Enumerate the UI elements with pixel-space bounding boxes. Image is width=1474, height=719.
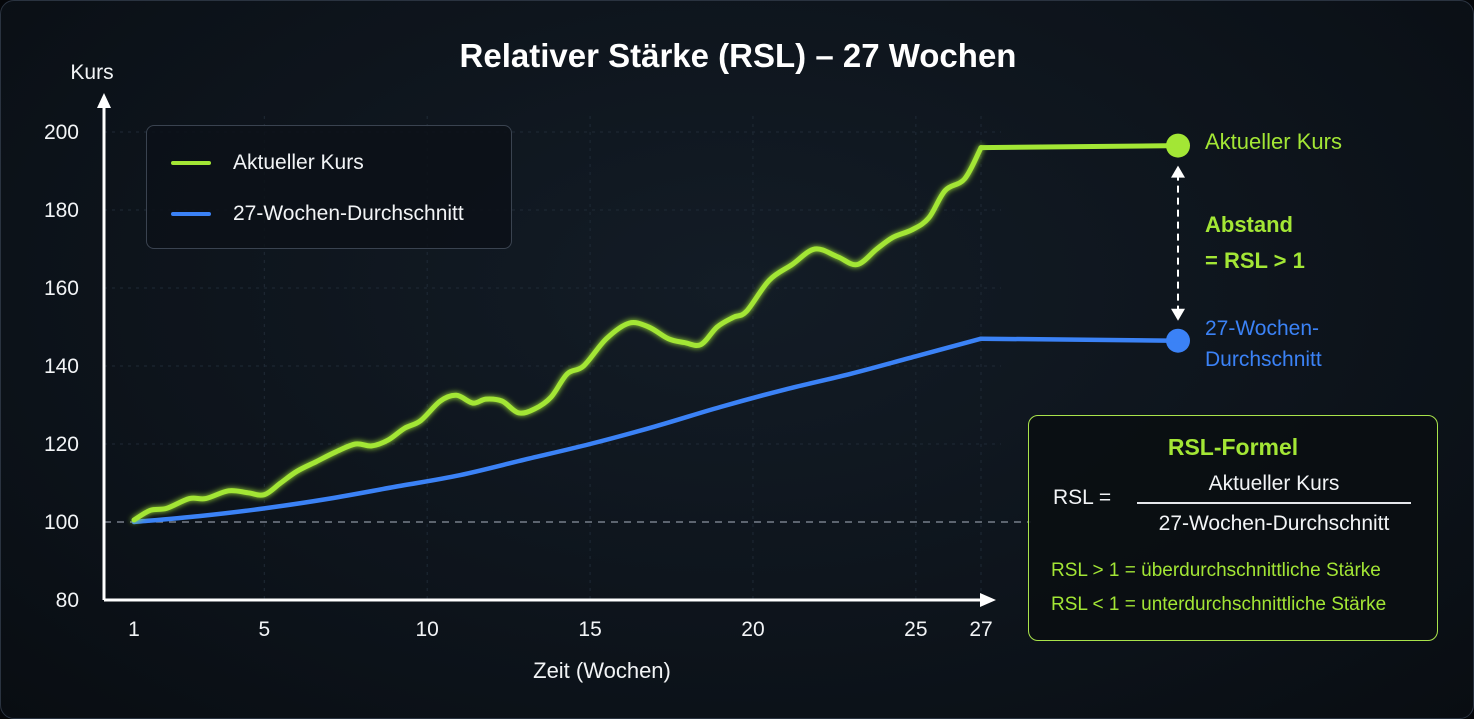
series-line-average — [131, 336, 984, 525]
y-axis-arrow-icon — [97, 93, 111, 108]
y-tick-label: 80 — [56, 589, 79, 612]
average-end-label-2: Durchschnitt — [1205, 348, 1322, 371]
y-tick-label: 120 — [44, 433, 79, 456]
average-line-extension — [978, 336, 1181, 343]
grid — [104, 116, 1001, 600]
legend-label-average: 27-Wochen-Durchschnitt — [233, 202, 464, 225]
formula-rule-above: RSL > 1 = überdurchschnittliche Stärke — [1051, 560, 1381, 581]
legend-swatch-price — [171, 161, 211, 165]
legend-item-price: Aktueller Kurs — [171, 151, 364, 175]
fraction-bar — [1137, 502, 1411, 504]
y-tick-label: 140 — [44, 355, 79, 378]
x-axis-label: Zeit (Wochen) — [533, 658, 671, 683]
chart-title: Relativer Stärke (RSL) – 27 Wochen — [460, 37, 1017, 74]
formula-lhs: RSL = — [1053, 486, 1112, 509]
formula-numerator: Aktueller Kurs — [1208, 472, 1340, 495]
x-tick-label: 10 — [416, 618, 439, 641]
legend-label-price: Aktueller Kurs — [233, 151, 364, 174]
average-end-label-1: 27-Wochen- — [1205, 317, 1319, 340]
legend-swatch-average — [171, 212, 211, 216]
gap-arrow-up-icon — [1171, 165, 1185, 178]
x-tick-label: 1 — [128, 618, 140, 641]
formula-box: RSL-Formel RSL = Aktueller Kurs 27-Woche… — [1028, 415, 1438, 641]
x-tick-label: 15 — [578, 618, 601, 641]
y-tick-labels: 80 100 120 140 160 180 200 — [44, 121, 79, 612]
x-tick-label: 27 — [969, 618, 992, 641]
y-axis-label: Kurs — [70, 61, 113, 84]
legend-item-average: 27-Wochen-Durchschnitt — [171, 202, 464, 226]
y-tick-label: 180 — [44, 199, 79, 222]
gap-arrow-down-icon — [1171, 308, 1185, 321]
formula-rule-below: RSL < 1 = unterdurchschnittliche Stärke — [1051, 594, 1387, 615]
series-line-price — [131, 145, 984, 523]
series-group — [131, 133, 1190, 525]
y-tick-label: 200 — [44, 121, 79, 144]
gap-label-2: = RSL > 1 — [1205, 248, 1305, 273]
x-tick-labels: 1 5 10 15 20 25 27 — [128, 618, 993, 641]
x-tick-label: 5 — [258, 618, 270, 641]
formula-title: RSL-Formel — [1167, 434, 1299, 460]
formula-denominator: 27-Wochen-Durchschnitt — [1158, 512, 1390, 535]
price-line-extension — [978, 143, 1181, 151]
y-tick-label: 100 — [44, 511, 79, 534]
price-end-label: Aktueller Kurs — [1205, 129, 1342, 154]
legend: Aktueller Kurs 27-Wochen-Durchschnitt — [146, 125, 512, 249]
x-tick-label: 20 — [741, 618, 764, 641]
y-tick-label: 160 — [44, 277, 79, 300]
x-tick-label: 25 — [904, 618, 927, 641]
x-axis-arrow-icon — [980, 593, 996, 607]
gap-label-1: Abstand — [1205, 212, 1293, 237]
